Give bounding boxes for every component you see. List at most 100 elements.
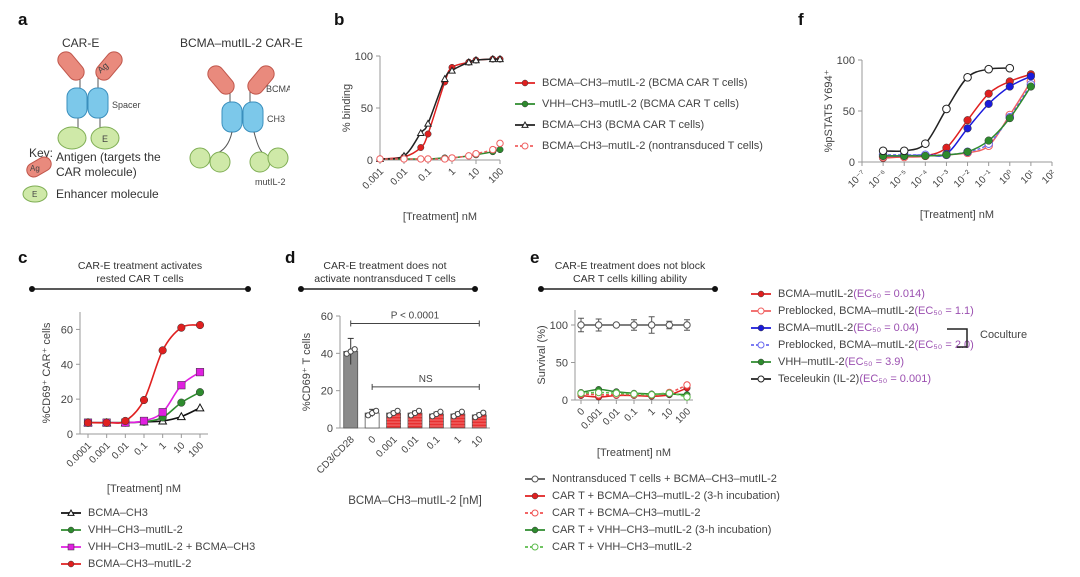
legend-text: VHH–CH3–mutIL-2 — [88, 523, 183, 536]
legend-marker-symbol — [757, 324, 765, 331]
y-axis-label: Survival (%) — [536, 325, 548, 384]
antigen-shape — [57, 51, 85, 81]
x-tick-label: 10 — [172, 440, 188, 456]
x-tick-label: 10⁻⁴ — [909, 168, 931, 190]
x-tick-label: 0.1 — [425, 434, 443, 452]
data-point — [177, 323, 186, 332]
mutil2-shape — [189, 147, 211, 169]
legend-item: VHH–CH3–mutIL-2 (BCMA CAR T cells) — [514, 93, 763, 114]
legend-text: BCMA–mutIL-2 — [778, 287, 854, 300]
coculture-bracket — [947, 328, 968, 348]
legend-item: CAR T + BCMA–CH3–mutIL-2 (3-h incubation… — [524, 487, 780, 504]
data-point — [464, 58, 473, 66]
x-axis-label: BCMA–CH3–mutIL-2 [nM] — [348, 495, 482, 507]
data-point — [441, 155, 449, 163]
enhancer-shape — [57, 126, 87, 150]
legend-marker-symbol — [521, 142, 529, 149]
legend-f: BCMA–mutIL-2 (EC₅₀ = 0.014) Preblocked, B… — [750, 285, 974, 387]
x-tick-label: 10⁻¹ — [973, 168, 995, 190]
legend-marker-symbol — [521, 100, 529, 107]
x-tick-label: 1 — [646, 406, 658, 418]
data-point — [1026, 72, 1035, 81]
mutil2-shape — [267, 147, 289, 169]
data-point — [158, 346, 167, 355]
key-antigen-text: Antigen (targets the CAR molecule) — [56, 150, 161, 179]
data-point — [942, 104, 951, 114]
data-point — [496, 139, 504, 148]
antigen-shape — [95, 51, 123, 81]
legend-item: BCMA–CH3–mutIL-2 (BCMA CAR T cells) — [514, 72, 763, 93]
enhancer-shape — [90, 126, 120, 150]
ec50-text: (EC₅₀ = 0.001) — [859, 372, 931, 385]
y-tick-label: 50 — [843, 106, 855, 118]
bcma-car-e-title: BCMA–mutIL-2 CAR-E — [180, 36, 303, 50]
legend-marker — [61, 526, 81, 533]
mutil2-text: mutIL-2 — [255, 177, 286, 187]
x-tick-label: 10 — [470, 434, 486, 450]
legend-marker-symbol — [521, 120, 529, 128]
data-point — [963, 147, 972, 156]
legend-b: BCMA–CH3–mutIL-2 (BCMA CAR T cells) VHH–C… — [514, 72, 763, 156]
significance-label: NS — [419, 374, 433, 385]
data-point — [495, 54, 505, 63]
y-tick-label: 50 — [361, 103, 373, 115]
legend-text: CAR T + VHH–CH3–mutIL-2 (3-h incubation) — [552, 523, 772, 536]
data-point — [417, 155, 425, 163]
data-point — [665, 389, 674, 397]
data-point — [1005, 114, 1014, 123]
replicate-point — [351, 346, 358, 353]
banner-line-d — [298, 286, 478, 292]
legend-text: BCMA–mutIL-2 — [778, 321, 854, 334]
x-axis-label: [Treatment] nM — [107, 483, 181, 495]
data-point — [984, 64, 993, 74]
legend-marker-symbol — [531, 543, 539, 550]
legend-marker — [515, 79, 535, 86]
legend-item: BCMA–CH3–mutIL-2 (nontransduced T cells) — [514, 135, 763, 156]
data-point — [577, 389, 585, 397]
data-point — [984, 89, 993, 98]
legend-marker-symbol — [67, 508, 75, 516]
data-point — [177, 381, 186, 390]
x-tick-label: 1 — [157, 440, 169, 452]
legend-text: CAR T + VHH–CH3–mutIL-2 — [552, 540, 692, 553]
data-point — [984, 99, 993, 108]
x-tick-label: 10⁻⁵ — [888, 168, 910, 190]
data-point — [683, 393, 691, 401]
legend-text: VHH–mutIL-2 — [778, 355, 845, 368]
panel-label-c: c — [18, 248, 28, 267]
legend-item: CAR T + VHH–CH3–mutIL-2 — [524, 538, 780, 555]
panel-label-d: d — [285, 248, 296, 267]
x-tick-label: 0.001 — [374, 434, 400, 460]
ec50-text: (EC₅₀ = 0.014) — [853, 287, 925, 300]
ch3-shape — [221, 101, 243, 133]
bcma-shape — [207, 65, 235, 95]
legend-marker-symbol — [67, 543, 75, 550]
legend-item: BCMA–CH3 (BCMA CAR T cells) — [514, 114, 763, 135]
legend-marker — [515, 120, 535, 128]
legend-marker-symbol — [757, 375, 765, 382]
y-tick-label: 40 — [321, 348, 333, 360]
legend-c: BCMA–CH3 VHH–CH3–mutIL-2 VHH–CH3–mutIL-2 +… — [60, 504, 255, 572]
legend-text: Nontransduced T cells + BCMA–CH3–mutIL-2 — [552, 472, 777, 485]
series-line — [379, 58, 501, 160]
data-point — [496, 146, 504, 154]
x-tick-label: 10 — [660, 406, 676, 422]
data-point — [195, 388, 205, 397]
data-point — [447, 66, 457, 74]
replicate-point — [458, 408, 465, 415]
legend-marker-symbol — [531, 475, 539, 482]
banner-c: CAR-E treatment activates rested CAR T ce… — [77, 260, 203, 285]
coculture-label: Coculture — [980, 329, 1028, 341]
x-axis-label: [Treatment] nM — [920, 209, 994, 221]
replicate-point — [373, 407, 380, 414]
data-point — [630, 390, 638, 398]
data-point — [921, 151, 930, 160]
legend-item: Nontransduced T cells + BCMA–CH3–mutIL-2 — [524, 470, 780, 487]
legend-marker — [525, 509, 545, 516]
y-tick-label: 100 — [837, 55, 855, 67]
replicate-point — [480, 409, 487, 416]
legend-item: Preblocked, BCMA–mutIL-2 (EC₅₀ = 2.0) — [750, 336, 974, 353]
data-point — [416, 128, 425, 137]
data-point — [423, 119, 433, 127]
replicate-point — [415, 407, 423, 414]
